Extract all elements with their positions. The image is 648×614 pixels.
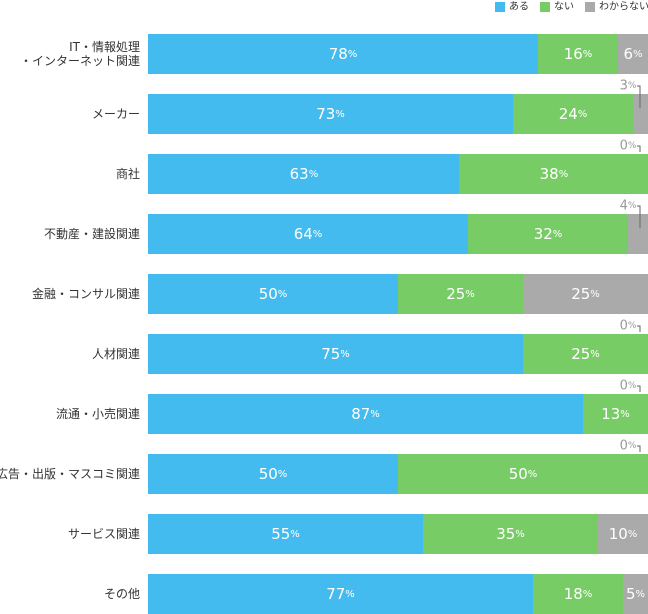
row-5-bar-2 bbox=[398, 274, 523, 314]
category-labels: IT・情報処理・インターネット関連メーカー商社不動産・建設関連金融・コンサル関連… bbox=[0, 40, 140, 601]
row-10-label-2: 18% bbox=[564, 585, 593, 603]
row-6-callout-line bbox=[637, 325, 641, 332]
row-1-label-1: 78% bbox=[329, 45, 358, 63]
row-3-label-3: 0% bbox=[620, 139, 637, 154]
row-7-label-3: 0% bbox=[620, 379, 637, 394]
row-4-bar-1 bbox=[148, 214, 468, 254]
row-1-bar-1 bbox=[148, 34, 538, 74]
row-1-bar-3 bbox=[618, 34, 648, 74]
row-1-bar-2 bbox=[538, 34, 618, 74]
row-10-bar-3 bbox=[623, 574, 648, 614]
row-5-label-1: 50% bbox=[259, 285, 288, 303]
category-label-2: メーカー bbox=[92, 107, 140, 121]
row-9-label-1: 55% bbox=[271, 525, 300, 543]
row-6-bar-1 bbox=[148, 334, 523, 374]
row-1-label-2: 16% bbox=[564, 45, 593, 63]
row-8-label-2: 50% bbox=[509, 465, 538, 483]
row-10-label-1: 77% bbox=[326, 585, 355, 603]
legend-swatch-1 bbox=[495, 2, 505, 12]
row-8-label-3: 0% bbox=[620, 439, 637, 454]
bars: 78% 16% 6% 73% 24% 3% 63% 38% 0% 64% 32% 4% 50% 25% 25… bbox=[148, 34, 648, 614]
row-6-bar-2 bbox=[523, 334, 648, 374]
row-2-callout-line bbox=[637, 85, 641, 108]
row-8-callout-line bbox=[637, 445, 641, 452]
category-label-1: IT・情報処理・インターネット関連 bbox=[20, 40, 140, 68]
row-5-bar-1 bbox=[148, 274, 398, 314]
row-1-label-3: 6% bbox=[623, 45, 642, 63]
row-5-label-2: 25% bbox=[446, 285, 475, 303]
row-10-bar-1 bbox=[148, 574, 533, 614]
row-7-callout-line bbox=[637, 385, 641, 392]
category-label-9: サービス関連 bbox=[68, 527, 140, 541]
row-9-label-2: 35% bbox=[496, 525, 525, 543]
row-8-bar-1 bbox=[148, 454, 398, 494]
category-label-6: 人材関連 bbox=[92, 347, 140, 361]
category-label-7: 流通・小売関連 bbox=[56, 406, 140, 421]
row-10-label-3: 5% bbox=[626, 585, 645, 603]
row-9-bar-2 bbox=[423, 514, 598, 554]
row-6-label-2: 25% bbox=[571, 345, 600, 363]
legend-label-3: わからない bbox=[599, 1, 648, 13]
category-label-5: 金融・コンサル関連 bbox=[32, 286, 140, 301]
legend-label-1: ある bbox=[509, 1, 529, 13]
row-8-bar-2 bbox=[398, 454, 648, 494]
row-5-bar-3 bbox=[523, 274, 648, 314]
row-3-bar-1 bbox=[148, 154, 460, 194]
row-5-label-3: 25% bbox=[571, 285, 600, 303]
row-6-label-3: 0% bbox=[620, 319, 637, 334]
row-2-bar-1 bbox=[148, 94, 513, 134]
legend-swatch-2 bbox=[540, 2, 550, 12]
category-label-4: 不動産・建設関連 bbox=[44, 226, 140, 241]
row-4-callout-line bbox=[637, 205, 641, 228]
row-4-label-1: 64% bbox=[294, 225, 323, 243]
row-8-label-1: 50% bbox=[259, 465, 288, 483]
legend-swatch-3 bbox=[585, 2, 595, 12]
row-9-bar-3 bbox=[598, 514, 648, 554]
row-3-callout-line bbox=[637, 145, 641, 152]
row-6-label-1: 75% bbox=[321, 345, 350, 363]
category-label-10: その他 bbox=[104, 587, 140, 601]
row-4-label-2: 32% bbox=[534, 225, 563, 243]
row-3-label-2: 38% bbox=[540, 165, 569, 183]
row-2-label-3: 3% bbox=[620, 79, 637, 94]
row-10-bar-2 bbox=[533, 574, 623, 614]
legend: ある ない わからない bbox=[495, 1, 648, 13]
row-9-label-3: 10% bbox=[609, 525, 638, 543]
row-4-bar-3 bbox=[628, 214, 648, 254]
row-7-bar-1 bbox=[148, 394, 583, 434]
row-7-label-1: 87% bbox=[351, 405, 380, 423]
row-3-label-1: 63% bbox=[290, 165, 319, 183]
row-7-bar-2 bbox=[583, 394, 648, 434]
row-9-bar-1 bbox=[148, 514, 423, 554]
legend-label-2: ない bbox=[554, 1, 574, 13]
row-3-bar-2 bbox=[459, 154, 648, 194]
row-2-label-1: 73% bbox=[316, 105, 345, 123]
row-7-label-2: 13% bbox=[601, 405, 630, 423]
category-label-8: 広告・出版・マスコミ関連 bbox=[0, 467, 140, 481]
row-4-bar-2 bbox=[468, 214, 628, 254]
row-4-label-3: 4% bbox=[620, 199, 637, 214]
row-2-bar-3 bbox=[633, 94, 648, 134]
row-2-label-2: 24% bbox=[559, 105, 588, 123]
row-2-bar-2 bbox=[513, 94, 633, 134]
category-label-3: 商社 bbox=[116, 166, 140, 181]
